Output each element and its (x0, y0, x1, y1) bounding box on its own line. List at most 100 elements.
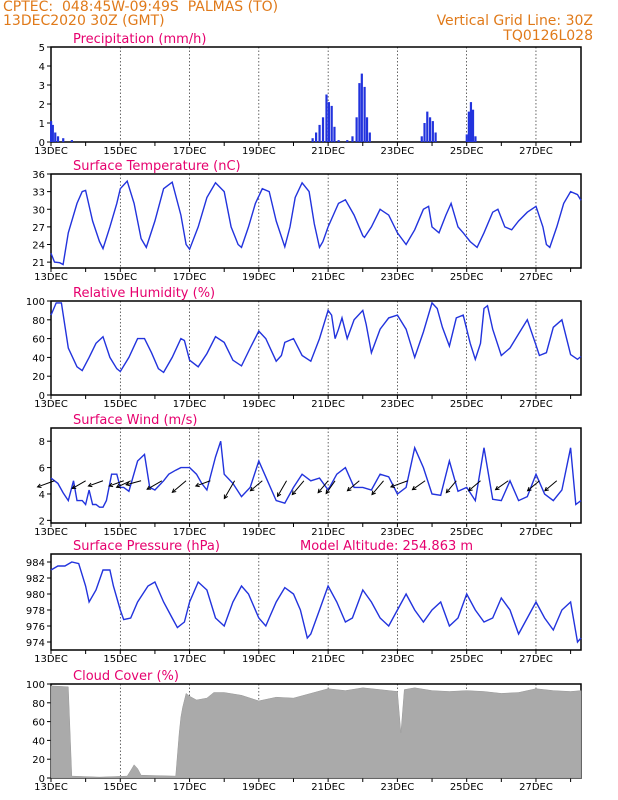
x-tick-label: 27DEC (519, 527, 553, 538)
wind-arrow (389, 480, 408, 489)
x-tick-label: 21DEC (311, 782, 345, 793)
x-tick-label: 19DEC (242, 654, 276, 665)
x-tick-label: 19DEC (242, 527, 276, 538)
x-tick-label: 25DEC (450, 272, 484, 283)
y-tick-label: 4 (39, 490, 45, 501)
x-tick-label: 17DEC (173, 527, 207, 538)
x-tick-label: 27DEC (519, 272, 553, 283)
y-tick-label: 20 (32, 755, 45, 766)
y-tick-label: 5 (39, 43, 45, 54)
wind-arrow (467, 480, 481, 492)
precip-bar (333, 126, 336, 142)
x-tick-label: 15DEC (103, 272, 137, 283)
series-line (50, 561, 582, 644)
x-tick-label: 15DEC (103, 527, 137, 538)
y-tick-label: 976 (26, 622, 45, 633)
x-tick-label: 19DEC (242, 272, 276, 283)
x-tick-label: 15DEC (103, 654, 137, 665)
precip-bar (311, 138, 314, 142)
wind-arrow (411, 480, 426, 491)
y-tick-label: 980 (26, 590, 45, 601)
panel-title: Relative Humidity (%) (73, 286, 215, 301)
precip-bar (474, 136, 477, 142)
precip-bar (70, 140, 73, 142)
x-tick-label: 21DEC (311, 399, 345, 410)
wind-arrow (249, 480, 263, 492)
header-model-id: TQ0126L028 (503, 28, 593, 44)
header-station: CPTEC: 048:45W-09:49S PALMAS (TO) (3, 0, 279, 15)
x-tick-label: 21DEC (311, 654, 345, 665)
y-tick-label: 80 (32, 699, 45, 710)
series-line (50, 301, 582, 374)
y-tick-label: 80 (32, 316, 45, 327)
x-tick-label: 21DEC (311, 272, 345, 283)
x-tick-label: 13DEC (34, 654, 68, 665)
precip-bar (465, 134, 468, 142)
x-tick-label: 21DEC (311, 146, 345, 157)
x-tick-label: 17DEC (173, 272, 207, 283)
precip-bar (51, 124, 54, 142)
y-tick-label: 8 (39, 437, 45, 448)
panel-title: Cloud Cover (%) (73, 669, 179, 684)
panel-title: Surface Pressure (hPa) (73, 539, 220, 554)
precip-bar (469, 102, 473, 142)
x-tick-label: 25DEC (450, 654, 484, 665)
panel-title: Precipitation (mm/h) (73, 32, 206, 47)
wind-arrow (125, 480, 142, 487)
x-tick-label: 17DEC (173, 782, 207, 793)
x-tick-label: 13DEC (34, 272, 68, 283)
precip-bar (56, 136, 60, 142)
header-grid-line: Vertical Grid Line: 30Z (436, 13, 593, 29)
y-tick-label: 40 (32, 353, 45, 364)
precip-bar (346, 140, 349, 142)
y-tick-label: 21 (32, 258, 45, 269)
y-tick-label: 100 (26, 297, 45, 308)
y-tick-label: 60 (32, 718, 45, 729)
precip-bar (467, 111, 470, 142)
y-tick-label: 2 (39, 100, 45, 111)
x-tick-label: 13DEC (34, 399, 68, 410)
precip-bar (62, 138, 65, 142)
wind-arrow (371, 480, 384, 496)
wind-arrow (325, 480, 336, 495)
y-tick-label: 4 (39, 62, 45, 73)
wind-arrow (194, 480, 211, 488)
series-line (50, 179, 582, 266)
precip-bar (351, 136, 354, 142)
precip-bar (360, 73, 363, 142)
x-tick-label: 27DEC (519, 399, 553, 410)
x-tick-label: 23DEC (381, 654, 415, 665)
x-tick-label: 13DEC (34, 527, 68, 538)
y-tick-label: 40 (32, 736, 45, 747)
panel-frame (50, 427, 582, 524)
x-tick-label: 15DEC (103, 782, 137, 793)
panel-frame (50, 46, 582, 143)
wind-arrow (291, 480, 305, 496)
wind-arrow (171, 480, 187, 494)
wind-arrow (71, 480, 86, 490)
y-tick-label: 33 (32, 188, 45, 199)
x-tick-label: 19DEC (242, 399, 276, 410)
wind-arrow (445, 480, 457, 494)
y-tick-label: 974 (26, 638, 45, 649)
y-tick-label: 1 (39, 119, 45, 130)
x-tick-label: 23DEC (381, 272, 415, 283)
y-tick-label: 24 (32, 241, 45, 252)
precip-bar (321, 117, 325, 142)
panel-annotation: Model Altitude: 254.863 m (300, 539, 473, 554)
x-tick-label: 23DEC (381, 527, 415, 538)
precip-bar (50, 121, 53, 142)
precip-bar (363, 86, 366, 142)
precip-bar (431, 121, 434, 142)
x-tick-label: 15DEC (103, 146, 137, 157)
header-date: 13DEC2020 30Z (GMT) (3, 13, 165, 29)
wind-arrow (108, 480, 124, 488)
precip-bar (318, 124, 321, 142)
y-tick-label: 100 (26, 680, 45, 691)
precip-bar (355, 117, 358, 142)
precip-bar (330, 105, 333, 142)
x-tick-label: 23DEC (381, 782, 415, 793)
cloud-area (50, 685, 582, 779)
y-tick-label: 27 (32, 223, 45, 234)
